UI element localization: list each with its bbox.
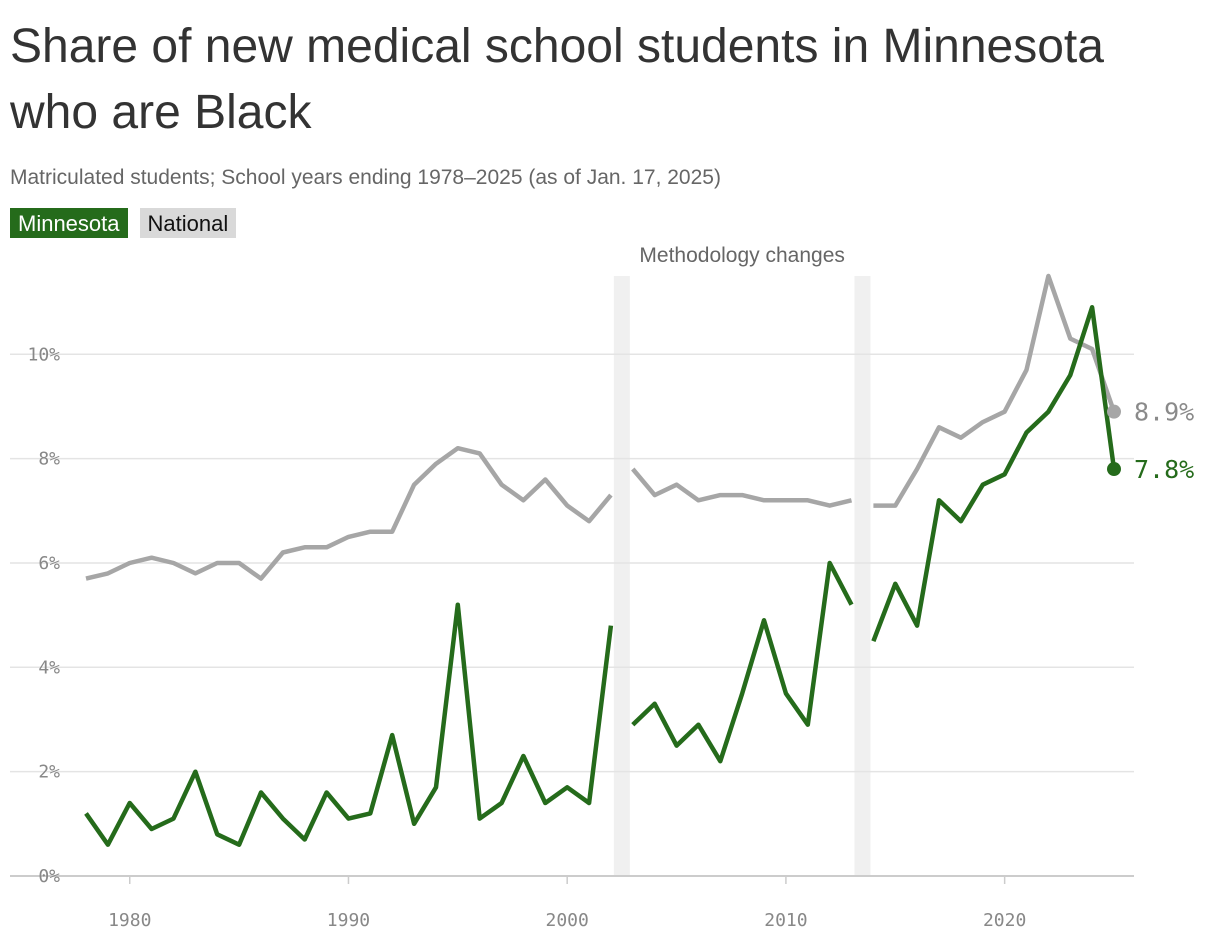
series-line-national-segment-1 — [631, 467, 853, 508]
methodology-band-1 — [854, 276, 871, 876]
y-axis-ticks: 0% 2% 4% 6% 8% 10% — [27, 344, 60, 887]
x-tick-label: 2000 — [546, 910, 589, 931]
y-tick-label: 6% — [38, 553, 60, 574]
chart-subtitle: Matriculated students; School years endi… — [10, 166, 721, 189]
x-tick-label: 1990 — [327, 910, 370, 931]
methodology-bands — [613, 276, 871, 876]
methodology-annotation: Methodology changes — [639, 244, 844, 267]
y-tick-label: 10% — [27, 344, 60, 365]
x-axis-ticks: 1980 1990 2000 2010 2020 — [108, 876, 1026, 931]
x-tick-label: 2010 — [764, 910, 807, 931]
series-line-national-segment-0 — [85, 445, 613, 581]
series-line-minnesota-segment-2 — [871, 305, 1117, 643]
series-line-national-segment-2 — [873, 273, 1117, 508]
legend-item-national: National — [139, 208, 237, 238]
series-line-minnesota-segment-1 — [631, 560, 854, 764]
endpoint-minnesota — [1107, 462, 1121, 477]
x-tick-label: 2020 — [983, 910, 1026, 931]
y-tick-label: 2% — [38, 762, 60, 783]
series-line-minnesota-segment-0 — [84, 602, 614, 847]
legend-item-minnesota: Minnesota — [10, 208, 128, 238]
y-tick-label: 0% — [38, 866, 60, 887]
series-lines — [84, 273, 1117, 847]
x-tick-label: 1980 — [108, 910, 151, 931]
methodology-band-0 — [613, 276, 630, 876]
y-tick-label: 4% — [38, 657, 60, 678]
end-label-minnesota: 7.8% — [1134, 455, 1194, 484]
end-label-national: 8.9% — [1134, 398, 1194, 427]
series-endpoints: 8.9% 7.8% — [1107, 398, 1194, 484]
endpoint-national — [1107, 404, 1121, 419]
legend: Minnesota National — [10, 208, 237, 238]
y-tick-label: 8% — [38, 449, 60, 470]
chart-title: Share of new medical school students in … — [10, 20, 1104, 139]
